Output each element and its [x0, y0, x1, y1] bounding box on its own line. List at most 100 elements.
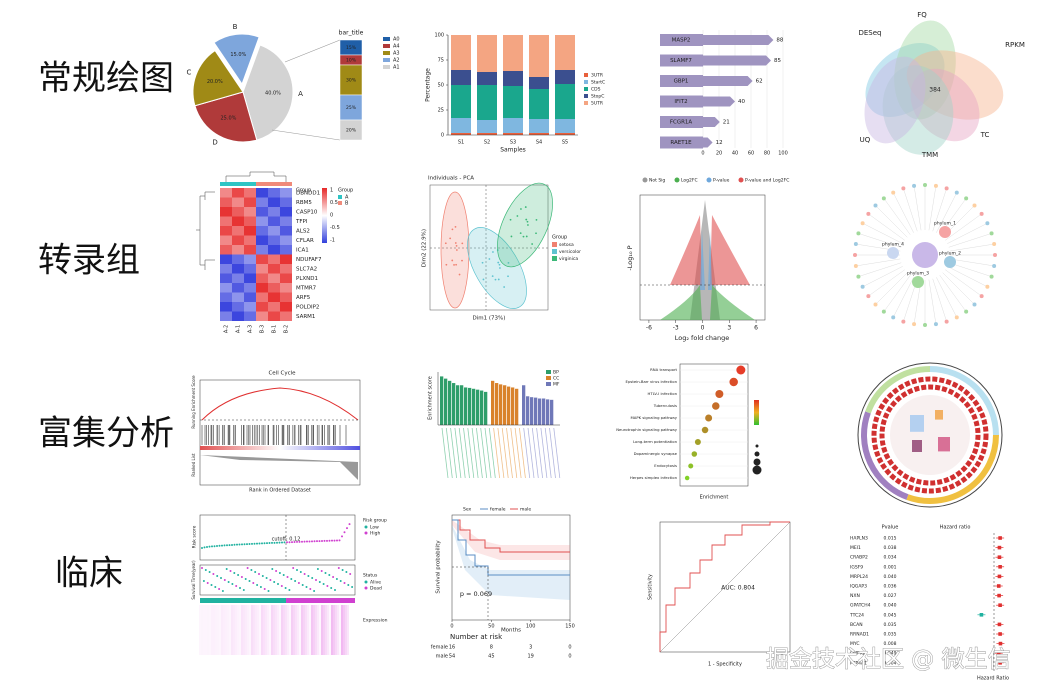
bar: [503, 385, 507, 425]
x-tick-label: 0: [450, 624, 453, 630]
x-axis-title: Enrichment: [700, 495, 729, 501]
node: [853, 242, 858, 247]
point: [210, 584, 213, 586]
row-label: POLDIP2: [296, 304, 319, 310]
set-label: TC: [980, 131, 990, 139]
row-label: ICA1: [296, 247, 309, 253]
group-bar: [268, 182, 280, 186]
heat-cell: [268, 216, 280, 226]
pie-slice: [194, 91, 258, 143]
table-cell: 54: [449, 654, 455, 660]
edge: [883, 275, 911, 312]
point: [337, 567, 340, 569]
heat-cell: [232, 302, 244, 312]
data-label: 25%: [346, 105, 357, 111]
term-label: [506, 427, 513, 479]
bar: [703, 35, 774, 45]
point: [281, 541, 283, 544]
row-label: male: [436, 654, 448, 660]
hr-point: [997, 622, 1002, 627]
legend-label: Alive: [370, 580, 381, 586]
heat-cell: [256, 207, 268, 217]
heat-cell: [244, 273, 256, 283]
heat-cell: [244, 245, 256, 255]
label: bar_title: [339, 30, 364, 37]
legend-label: StartC: [591, 80, 605, 86]
node: [853, 253, 857, 257]
point: [318, 540, 321, 543]
edge: [947, 266, 988, 288]
heat-cell: [232, 188, 244, 198]
legend-label: A3: [393, 51, 400, 57]
connector: [284, 39, 341, 63]
legend-label: CDS: [591, 87, 601, 93]
row-label: IQGAP3: [850, 584, 867, 590]
cluster: [497, 182, 553, 268]
term-label: [458, 427, 466, 479]
table-cell: 0.040: [884, 574, 897, 580]
legend-dot: [364, 586, 368, 590]
legend-dot: [642, 177, 648, 183]
point: [313, 540, 316, 543]
dot: [694, 439, 701, 445]
heat-cell: [220, 207, 232, 217]
point: [246, 543, 248, 546]
group-bar: [256, 182, 268, 186]
size-key: [754, 451, 760, 457]
ci: [452, 520, 570, 560]
x-tick-label: 80: [764, 151, 770, 157]
dot: [712, 402, 720, 410]
term-label: [514, 427, 522, 479]
bar-segment: [339, 119, 363, 141]
term-label: [441, 427, 449, 479]
node: [954, 315, 959, 320]
point: [351, 586, 354, 588]
category-label: RNA transport: [650, 367, 677, 372]
hr-point: [996, 584, 1001, 588]
node: [912, 183, 917, 188]
heat-cell: [256, 245, 268, 255]
point: [461, 259, 463, 262]
table-cell: 0.008: [884, 641, 897, 647]
node: [985, 221, 990, 226]
heat-cell: [280, 302, 292, 312]
set-label: RPKM: [1005, 41, 1025, 49]
point: [322, 583, 325, 585]
heat-cell: [268, 264, 280, 274]
point: [221, 590, 224, 592]
heat-cell: [268, 292, 280, 302]
point: [306, 540, 308, 543]
heat-cell: [232, 311, 244, 321]
legend-label: StopC: [591, 94, 604, 100]
data-label: 10%: [346, 58, 357, 64]
heat-cell: [220, 292, 232, 302]
table-cell: 0.035: [884, 632, 897, 638]
heat-cell: [268, 235, 280, 245]
dot: [736, 365, 746, 375]
point: [347, 584, 350, 586]
group-bar: [232, 182, 244, 186]
point: [290, 578, 293, 580]
point: [341, 535, 343, 538]
bar-segment: [529, 89, 549, 119]
heat-cell: [280, 188, 292, 198]
node: [989, 274, 994, 279]
heat-cell: [268, 254, 280, 264]
node: [901, 186, 906, 191]
point: [203, 546, 206, 549]
pie-slice: [192, 49, 244, 107]
legend-label: female: [490, 507, 506, 513]
point: [251, 542, 253, 545]
category-label: Long-term potentiation: [633, 439, 677, 444]
term-label: [510, 427, 518, 479]
point: [444, 242, 447, 245]
node: [901, 319, 906, 324]
table-cell: 16: [449, 645, 455, 651]
row-label: IGSF9: [850, 564, 863, 570]
legend-swatch: [584, 87, 588, 91]
point: [271, 541, 273, 544]
node: [933, 183, 938, 188]
table-cell: 3: [529, 645, 532, 651]
scale-label: 0.5: [330, 200, 338, 206]
legend-label: versicolor: [559, 249, 581, 255]
